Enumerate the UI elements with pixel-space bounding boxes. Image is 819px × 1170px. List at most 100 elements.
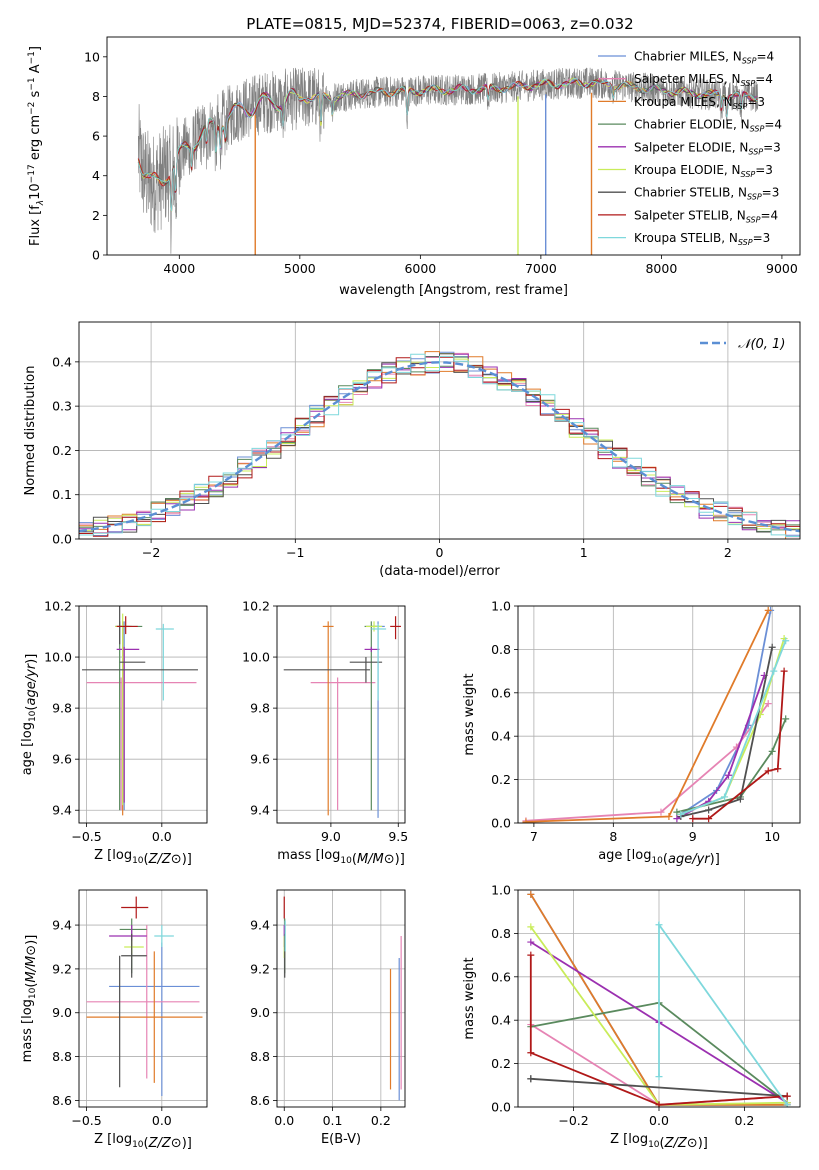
legend-name: Salpeter ELODIE, N: [634, 140, 748, 154]
x-tick-label: 9.0: [321, 829, 341, 844]
label-part: mass weight: [462, 957, 477, 1039]
label-part: Z/Z⊙: [148, 852, 182, 867]
y-tick-label: 10: [84, 49, 100, 64]
y-tick-label: 0: [92, 248, 100, 263]
legend-sub: SSP: [748, 147, 763, 156]
y-axis-label: age [log10(age/yr)]: [20, 654, 39, 776]
legend-label: Kroupa STELIB, NSSP=3: [634, 231, 770, 247]
y-tick-label: 4: [92, 168, 100, 183]
axes-frame: [276, 889, 406, 1108]
label-part: Z [: [610, 1132, 628, 1147]
label-sub: 10: [648, 1140, 660, 1150]
label-part: mass [: [277, 848, 320, 863]
y-tick-label: 8.8: [52, 1049, 72, 1064]
panels: 4000 5000 6000 7000 8000 90000246810wavelengt…: [20, 36, 801, 1151]
axes-frame: [517, 605, 801, 824]
legend-n: =4: [760, 208, 778, 222]
y-tick-label: 0.4: [52, 354, 72, 369]
panel-mass_vs_Z: −0.5 0.08.68.89.09.29.4Z [log10(Z/Z⊙)]mas…: [20, 889, 208, 1151]
legend-n: =3: [753, 231, 771, 245]
label-part: mass weight: [462, 673, 477, 755]
y-tick-label: 9.6: [52, 752, 72, 767]
label-part: log: [321, 848, 341, 863]
y-tick-label: 0.8: [491, 926, 511, 941]
legend-sub: SSP: [746, 215, 761, 224]
label-part: )]: [698, 1136, 708, 1151]
weight-point-marker: [655, 921, 663, 929]
legend-sub: SSP: [733, 102, 748, 111]
legend-name: Salpeter MILES, N: [634, 72, 741, 86]
legend-name: Chabrier MILES, N: [634, 50, 742, 64]
label-part: Z [: [94, 848, 112, 863]
y-tick-label: 0.4: [491, 1013, 511, 1028]
weight-point-marker: [783, 1092, 791, 1100]
x-tick-label: 0.2: [371, 1113, 391, 1128]
legend-label: Kroupa MILES, NSSP=3: [634, 95, 765, 111]
weight-point-marker: [783, 1101, 791, 1107]
weight-point-marker: [764, 767, 772, 775]
weight-series-line: [529, 955, 788, 1106]
x-tick-label: 7000: [525, 261, 557, 276]
panel-weight_vs_Z: −0.2 0.0 0.2 0.0 0.2 0.4 0.6 0.8 1.0 Z [log10(Z/Z…: [462, 883, 801, 1151]
y-tick-label: 1.0: [491, 599, 511, 614]
observed-spectrum-line: [138, 67, 758, 254]
legend-n: =3: [762, 186, 780, 200]
label-part: Z [: [94, 1132, 112, 1147]
plot-area: [527, 890, 791, 1107]
weight-point-marker: [782, 715, 790, 723]
y-tick-label: 6: [92, 129, 100, 144]
x-tick-label: 0.2: [735, 1113, 755, 1128]
weight-series-line: [680, 640, 787, 816]
weight-point-marker: [782, 637, 790, 645]
panel-age_vs_mass: 9.0 9.5 9.4 9.6 9.8 10.0 10.2 mass [log10(M/M⊙)…: [242, 599, 408, 868]
y-axis-label: Normed distribution: [23, 366, 38, 496]
weight-point-marker: [705, 806, 713, 814]
x-tick-label: 9000: [766, 261, 798, 276]
weight-point-marker: [655, 1073, 663, 1081]
weight-point-marker: [768, 643, 776, 651]
label-part: Z/Z⊙: [148, 1136, 182, 1151]
x-axis-label: Z [log10(Z/Z⊙)]: [610, 1132, 708, 1151]
y-axis-label: mass weight: [462, 673, 477, 755]
y-tick-label: 0.0: [52, 532, 72, 547]
axes-frame: [106, 36, 801, 256]
label-sub: 10: [340, 856, 352, 866]
weight-point-marker: [657, 808, 665, 816]
label-sub: 10: [132, 1140, 144, 1150]
x-tick-label: 10: [764, 829, 780, 844]
legend-n: =3: [755, 163, 773, 177]
label-part: A: [28, 64, 43, 77]
y-tick-label: 1.0: [491, 883, 511, 898]
model-spectrum-line: [137, 78, 758, 212]
x-axis-label: wavelength [Angstrom, rest frame]: [339, 283, 568, 298]
label-part: (: [663, 852, 668, 867]
y-tick-label: 9.0: [250, 1005, 270, 1020]
weight-point-marker: [655, 1101, 663, 1107]
x-axis-label: mass [log10(M/M⊙)]: [277, 848, 405, 867]
weight-point-marker: [721, 793, 729, 801]
weight-point-marker: [665, 812, 673, 820]
y-tick-label: 9.4: [250, 918, 270, 933]
x-tick-label: 9.5: [388, 829, 408, 844]
weight-series-line: [525, 703, 769, 822]
x-axis-label: age [log10(age/yr)]: [598, 848, 720, 867]
weight-point-marker: [673, 808, 681, 816]
x-tick-label: 8: [609, 829, 617, 844]
label-part: log: [20, 999, 35, 1019]
x-tick-label: 0.0: [152, 1113, 172, 1128]
y-tick-label: 10.0: [242, 650, 270, 665]
y-tick-label: 9.8: [52, 701, 72, 716]
label-part: age/yr: [24, 662, 39, 705]
plot-area: [137, 67, 758, 255]
weight-point-marker: [768, 747, 776, 755]
legend-n: =3: [747, 95, 765, 109]
label-part: −1: [27, 51, 37, 64]
y-tick-label: 0.6: [491, 969, 511, 984]
y-tick-label: 9.6: [250, 752, 270, 767]
y-tick-label: 9.0: [52, 1005, 72, 1020]
axes-frame: [517, 889, 801, 1108]
label-part: (data-model)/error: [379, 564, 500, 579]
y-tick-label: 0.6: [491, 685, 511, 700]
x-tick-label: −1: [286, 545, 304, 560]
